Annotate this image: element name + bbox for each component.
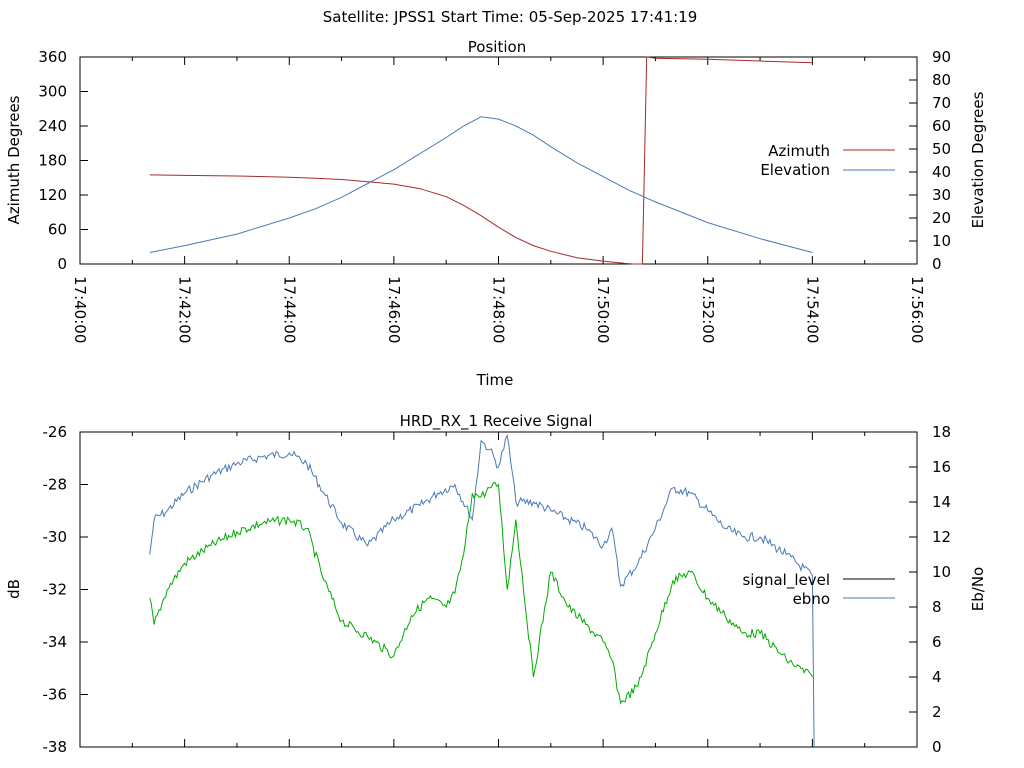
y2-tick-label: 10 — [932, 232, 951, 250]
series-line-azimuth — [149, 56, 813, 265]
y2-tick-label: 2 — [932, 703, 942, 721]
position-x-axis-label: Time — [476, 371, 514, 389]
signal-series — [149, 433, 815, 748]
y2-tick-label: 8 — [932, 598, 942, 616]
y-tick-label: -34 — [43, 633, 68, 651]
signal-legend: signal_level ebno — [742, 571, 895, 608]
y-tick-label: 240 — [38, 117, 67, 135]
signal-x-ticks — [79, 432, 918, 747]
signal-y-axis-label: dB — [5, 579, 23, 599]
y2-tick-label: 70 — [932, 94, 951, 112]
y2-tick-label: 60 — [932, 117, 951, 135]
series-line-elevation — [149, 116, 813, 253]
x-tick-label: 17:54:00 — [803, 276, 821, 343]
y2-tick-label: 50 — [932, 140, 951, 158]
y2-tick-label: 4 — [932, 668, 942, 686]
signal-y2-ticks: 0 2 4 6 8 10 12 14 16 18 — [909, 423, 951, 756]
y2-tick-label: 6 — [932, 633, 942, 651]
y-tick-label: -38 — [43, 738, 68, 756]
y-tick-label: -32 — [43, 581, 68, 599]
x-tick-label: 17:44:00 — [280, 276, 298, 343]
y-tick-label: 60 — [48, 221, 67, 239]
signal-y-ticks: -38 -36 -34 -32 -30 -28 -26 — [43, 423, 88, 756]
figure-suptitle: Satellite: JPSS1 Start Time: 05-Sep-2025… — [323, 8, 698, 26]
x-tick-label: 17:40:00 — [71, 276, 89, 343]
signal-plot: HRD_RX_1 Receive Signal dB Eb/No -38-36-… — [5, 412, 987, 756]
y2-tick-label: 80 — [932, 71, 951, 89]
y-tick-label: 360 — [38, 48, 67, 66]
y2-tick-label: 0 — [932, 255, 942, 273]
x-tick-label: 17:42:00 — [176, 276, 194, 343]
legend-label-elevation: Elevation — [760, 161, 830, 179]
y2-tick-label: 16 — [932, 458, 951, 476]
position-plot: Position Time Azimuth Degrees Elevation … — [5, 38, 987, 389]
x-tick-label: 17:56:00 — [908, 276, 926, 343]
signal-plot-title: HRD_RX_1 Receive Signal — [400, 412, 593, 431]
y2-tick-label: 30 — [932, 186, 951, 204]
position-y-axis-label: Azimuth Degrees — [5, 95, 23, 224]
y-tick-label: 300 — [38, 83, 67, 101]
x-tick-label: 17:52:00 — [699, 276, 717, 343]
legend-label-azimuth: Azimuth — [768, 142, 830, 160]
y-tick-label: 120 — [38, 186, 67, 204]
y2-tick-label: 20 — [932, 209, 951, 227]
y2-tick-label: 12 — [932, 528, 951, 546]
y-tick-label: 180 — [38, 152, 67, 170]
position-y-ticks: 0 60 120 180 240 300 360 — [38, 48, 88, 273]
y2-tick-label: 40 — [932, 163, 951, 181]
y2-tick-label: 14 — [932, 493, 951, 511]
series-line-unlabeled — [149, 481, 813, 705]
signal-y2-axis-label: Eb/No — [969, 567, 987, 611]
position-plot-title: Position — [468, 38, 526, 56]
y-tick-label: -36 — [43, 686, 68, 704]
x-tick-label: 17:46:00 — [385, 276, 403, 343]
legend-label-signal-level: signal_level — [742, 571, 830, 590]
position-x-ticks: 17:40:00 17:42:00 17:44:00 17:46:00 17:48:00… — [71, 57, 926, 343]
y2-tick-label: 18 — [932, 423, 951, 441]
x-tick-label: 17:50:00 — [594, 276, 612, 343]
legend-label-ebno: ebno — [793, 590, 830, 608]
position-series — [149, 56, 813, 265]
y2-tick-label: 0 — [932, 738, 942, 756]
y-tick-label: -26 — [43, 423, 68, 441]
position-y2-ticks: 0 10 20 30 40 50 60 70 80 90 — [909, 48, 951, 273]
position-y2-axis-label: Elevation Degrees — [969, 91, 987, 228]
y2-tick-label: 10 — [932, 563, 951, 581]
series-line-ebno — [149, 433, 815, 748]
y2-tick-label: 90 — [932, 48, 951, 66]
x-tick-label: 17:48:00 — [490, 276, 508, 343]
y-tick-label: -30 — [43, 528, 68, 546]
y-tick-label: 0 — [57, 255, 67, 273]
position-legend: Azimuth Elevation — [760, 142, 895, 179]
y-tick-label: -28 — [43, 476, 68, 494]
